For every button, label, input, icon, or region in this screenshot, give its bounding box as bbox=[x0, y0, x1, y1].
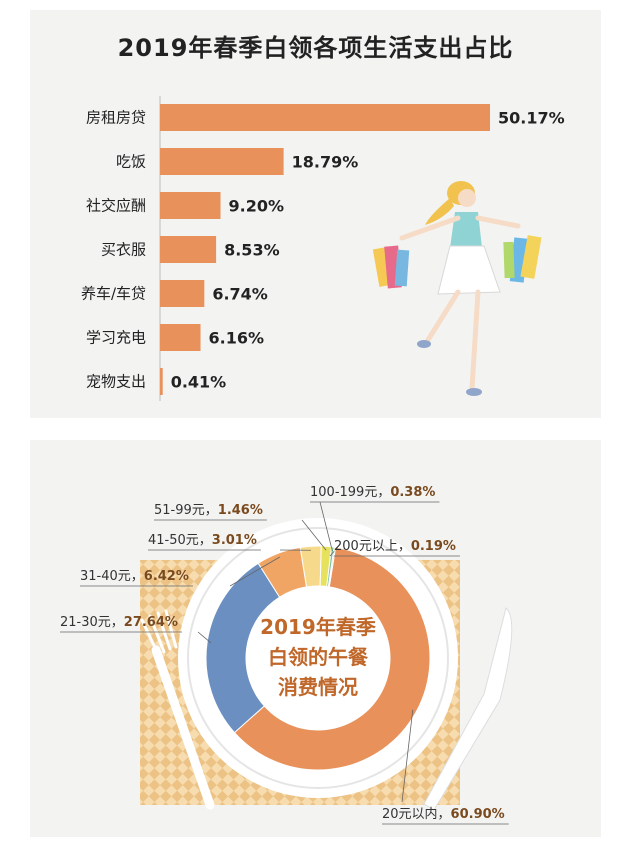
bar bbox=[160, 236, 217, 263]
bar bbox=[160, 148, 284, 175]
slice-range-label: 21-30元， bbox=[60, 615, 124, 630]
slice-range-label: 51-99元， bbox=[154, 503, 218, 518]
slice-percent-label: 6.42% bbox=[144, 569, 189, 584]
slice-range-label: 200元以上， bbox=[334, 539, 411, 554]
slice-percent-label: 0.38% bbox=[390, 485, 435, 500]
bar-category-label: 宠物支出 bbox=[86, 373, 146, 391]
donut-slice-label: 200元以上，0.19% bbox=[334, 539, 456, 554]
donut-slice-label: 31-40元，6.42% bbox=[80, 569, 189, 584]
leader-line bbox=[401, 709, 414, 803]
leader-line bbox=[197, 631, 212, 644]
expense-bar-panel: 2019年春季白领各项生活支出占比 bbox=[30, 10, 601, 418]
bar bbox=[160, 104, 490, 131]
bar-chart-title: 2019年春季白领各项生活支出占比 bbox=[117, 34, 514, 62]
lunch-donut-chart: 20元以内，60.90% 21-30元，27.64% 31-40元，6.42% 41-… bbox=[60, 485, 513, 825]
bar-value-label: 9.20% bbox=[229, 197, 285, 216]
slice-percent-label: 1.46% bbox=[218, 503, 263, 518]
center-title-line-2: 白领的午餐 bbox=[268, 645, 369, 669]
bar-category-label: 买衣服 bbox=[101, 241, 146, 259]
bar bbox=[160, 324, 201, 351]
slice-range-label: 41-50元， bbox=[148, 533, 212, 548]
center-title-line-1: 2019年春季 bbox=[260, 615, 376, 639]
slice-range-label: 100-199元， bbox=[310, 485, 390, 500]
leader-line bbox=[229, 556, 281, 587]
bar bbox=[160, 368, 163, 395]
bar-value-label: 18.79% bbox=[292, 153, 359, 172]
donut-center-title: 2019年春季 白领的午餐 消费情况 bbox=[260, 615, 376, 699]
donut-slice-label: 100-199元，0.38% bbox=[310, 485, 435, 500]
donut-slice-label: 51-99元，1.46% bbox=[154, 503, 263, 518]
bar-value-label: 6.16% bbox=[209, 329, 265, 348]
expense-bar-chart: 房租房贷 50.17% 吃饭 18.79% 社交应酬 9.20% 买衣服 8.53% 养车/车贷… bbox=[81, 96, 565, 401]
bar-category-label: 吃饭 bbox=[116, 153, 146, 171]
slice-percent-label: 60.90% bbox=[451, 807, 505, 822]
slice-range-label: 20元以内， bbox=[382, 806, 451, 822]
donut-slice-label: 41-50元，3.01% bbox=[148, 533, 257, 548]
bar-value-label: 6.74% bbox=[212, 285, 268, 304]
bar bbox=[160, 280, 205, 307]
bar-value-label: 0.41% bbox=[171, 373, 227, 392]
slice-percent-label: 27.64% bbox=[124, 615, 178, 630]
lunch-donut-panel: 20元以内，60.90% 21-30元，27.64% 31-40元，6.42% 41-… bbox=[30, 440, 601, 837]
shopping-woman-illustration bbox=[372, 181, 542, 396]
slice-percent-label: 0.19% bbox=[411, 539, 456, 554]
donut-slice-label: 21-30元，27.64% bbox=[60, 615, 178, 630]
donut-slice bbox=[205, 562, 281, 734]
bar-category-label: 社交应酬 bbox=[86, 197, 146, 215]
leader-line bbox=[319, 501, 333, 552]
bar-value-label: 50.17% bbox=[498, 109, 565, 128]
leader-line bbox=[301, 519, 327, 551]
bar-category-label: 房租房贷 bbox=[86, 109, 146, 127]
slice-range-label: 31-40元， bbox=[80, 569, 144, 584]
fork-icon bbox=[140, 609, 215, 810]
donut-slice bbox=[233, 546, 431, 771]
bar-category-label: 学习充电 bbox=[86, 329, 146, 347]
leader-line bbox=[329, 550, 335, 557]
donut-slice bbox=[327, 546, 337, 588]
bar bbox=[160, 192, 221, 219]
center-title-line-3: 消费情况 bbox=[278, 675, 358, 699]
bar-value-label: 8.53% bbox=[224, 241, 280, 260]
bar-category-label: 养车/车贷 bbox=[81, 285, 146, 303]
donut-slice-label: 20元以内，60.90% bbox=[382, 806, 505, 822]
slice-percent-label: 3.01% bbox=[212, 533, 257, 548]
knife-icon bbox=[423, 607, 513, 811]
